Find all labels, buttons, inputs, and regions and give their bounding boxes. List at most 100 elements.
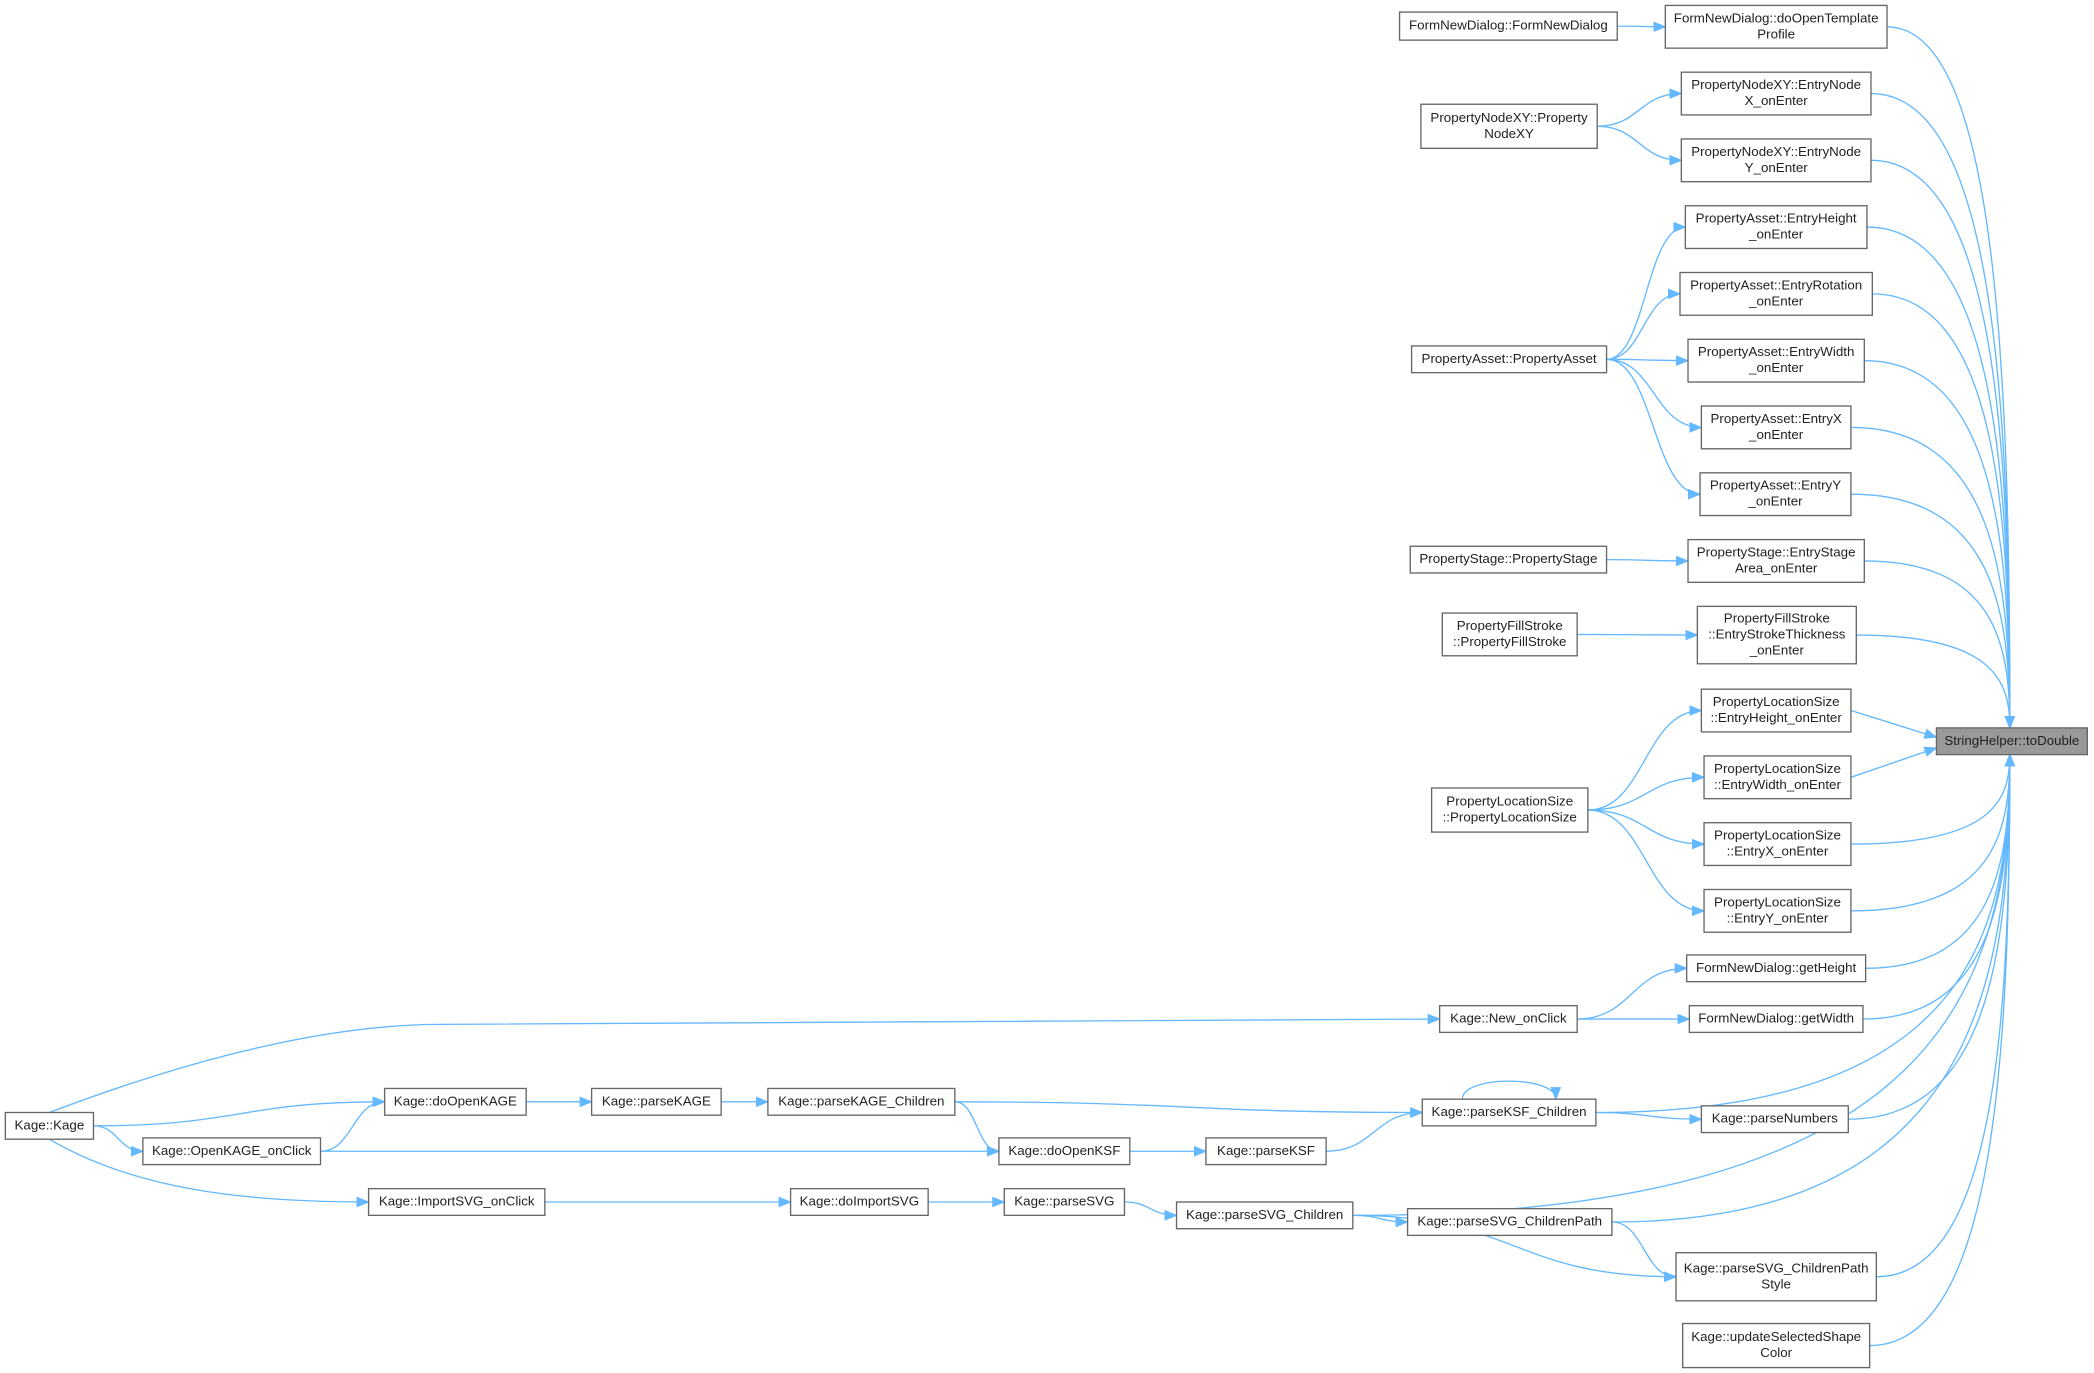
node: Kage::OpenKAGE_onClick [142,1137,322,1166]
edge-arrow [1850,753,2016,845]
node-label: FormNewDialog::getHeight [1696,960,1856,975]
node-box [383,1087,527,1116]
node-box [367,1187,546,1217]
node: Kage::parseSVG_ChildrenPath [1406,1207,1613,1237]
node-box [1410,345,1608,374]
node-box [1703,822,1852,867]
node-box [1700,688,1852,733]
node-label: FormNewDialog::FormNewDialog [1409,18,1608,33]
node-label: ::EntryWidth_onEnter [1714,777,1841,792]
node: PropertyFillStroke::PropertyFillStroke [1441,612,1578,657]
edge-arrow [1606,288,1682,360]
node-box [1398,11,1618,41]
node: FormNewDialog::getHeight [1686,954,1867,983]
node-label: Kage::parseSVG_Children [1186,1207,1343,1222]
node-label: Kage::doOpenKSF [1008,1143,1120,1158]
node-box [1703,755,1852,800]
edge-arrow [1606,358,1703,433]
node-box [590,1087,722,1116]
node: Kage::New_onClick [1438,1005,1578,1034]
node-label: ::EntryHeight_onEnter [1711,710,1843,725]
edge-arrow [1850,746,1938,778]
node-label: PropertyNodeXY::EntryNode [1691,144,1861,159]
node-box [1686,954,1867,983]
node-box [1684,205,1868,250]
edge-arrow [1577,629,1699,641]
edge-arrow [1870,159,2016,730]
node: PropertyLocationSize::EntryY_onEnter [1703,888,1852,933]
edge-arrow [1124,1201,1178,1221]
node-label: _onEnter [1749,643,1805,658]
node: Kage::parseSVG_Children [1175,1201,1354,1230]
edge-arrow [1869,753,2016,1347]
node: Kage::doOpenKSF [998,1137,1131,1166]
node-label: FormNewDialog::getWidth [1698,1011,1854,1026]
edge-arrow [1617,21,1667,33]
node-label: ::EntryY_onEnter [1727,910,1829,925]
node-box [1441,612,1578,657]
node-box [1430,787,1589,833]
node-label: Kage::New_onClick [1450,1011,1567,1026]
node: Kage::doImportSVG [789,1187,929,1217]
edge-arrow [1595,1111,1703,1125]
node-box [998,1137,1131,1166]
node-label: PropertyFillStroke [1457,618,1563,633]
node-box [1688,1005,1864,1034]
edge-arrow [954,1101,1001,1157]
edge-arrow [1606,355,1690,366]
edge-arrow [1850,753,2016,912]
node: Kage::Kage [4,1111,95,1140]
node: PropertyLocationSize::EntryHeight_onEnte… [1700,688,1852,733]
edge-arrow [1862,753,2016,1020]
node: Kage::parseSVG [1003,1187,1126,1217]
node: FormNewDialog::FormNewDialog [1398,11,1618,41]
node-label: ::EntryX_onEnter [1727,844,1829,859]
node-box [1438,1005,1578,1034]
node: PropertyLocationSize::EntryWidth_onEnter [1703,755,1852,800]
node: PropertyNodeXY::PropertyNodeXY [1420,103,1598,149]
node-box [1703,888,1852,933]
node: PropertyAsset::PropertyAsset [1410,345,1608,374]
edge-arrow [1597,88,1683,127]
edge-arrow [1587,771,1706,811]
node-label: ::PropertyLocationSize [1443,810,1577,825]
node-box [1679,271,1873,316]
node-label: PropertyStage::PropertyStage [1419,551,1597,566]
node-label: _onEnter [1747,494,1803,509]
node-label: Kage::Kage [15,1117,85,1132]
node-box [142,1137,322,1166]
node-label: _onEnter [1748,293,1804,308]
node: Kage::parseKAGE_Children [767,1087,956,1116]
node: PropertyFillStroke::EntryStrokeThickness… [1696,605,1857,665]
node-label: PropertyLocationSize [1714,894,1841,909]
edges [49,21,2016,1347]
edge-arrow [1870,92,2016,730]
node: Kage::doOpenKAGE [383,1087,527,1116]
node-label: PropertyFillStroke [1724,611,1830,626]
node-label: Kage::OpenKAGE_onClick [152,1143,312,1158]
node: Kage::parseKAGE [590,1087,722,1116]
node-box [4,1111,95,1140]
node-label: StringHelper::toDouble [1944,733,2079,748]
edge-arrow [1611,1221,1678,1283]
node-box [1664,4,1888,49]
node: PropertyAsset::EntryY_onEnter [1699,472,1852,517]
edge-arrow [1611,753,2016,1223]
node-label: Kage::doOpenKAGE [394,1093,517,1108]
edge-arrow [1606,358,1702,500]
node: PropertyLocationSize::PropertyLocationSi… [1430,787,1589,833]
node-label: PropertyAsset::EntryRotation [1690,277,1862,292]
node-label: _onEnter [1748,360,1804,375]
node-label: PropertyAsset::EntryX [1711,411,1842,426]
node-label: NodeXY [1484,126,1534,141]
node: PropertyLocationSize::EntryX_onEnter [1703,822,1852,867]
node-label: _onEnter [1748,227,1804,242]
node-box [1003,1187,1126,1217]
edge-arrow [1850,493,2016,730]
node-box [1406,1207,1613,1237]
node-label: Kage::doImportSVG [800,1194,919,1209]
